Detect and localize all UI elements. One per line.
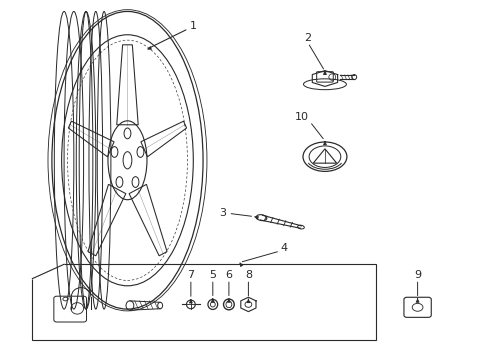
Text: 8: 8 bbox=[244, 270, 251, 280]
Text: 1: 1 bbox=[189, 21, 196, 31]
Text: 4: 4 bbox=[279, 243, 286, 253]
Text: 5: 5 bbox=[209, 270, 216, 280]
Text: 9: 9 bbox=[413, 270, 420, 280]
Text: 7: 7 bbox=[187, 270, 194, 280]
Text: 6: 6 bbox=[225, 270, 232, 280]
Text: 3: 3 bbox=[219, 208, 225, 219]
Text: 10: 10 bbox=[294, 112, 308, 122]
Text: 2: 2 bbox=[304, 33, 311, 43]
